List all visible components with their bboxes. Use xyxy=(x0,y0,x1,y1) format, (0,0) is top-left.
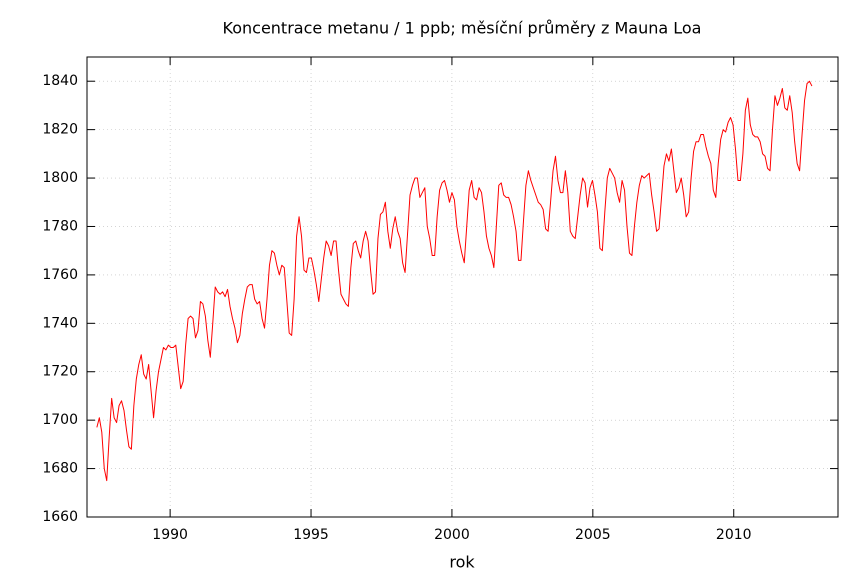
y-tick-label: 1680 xyxy=(42,461,78,477)
y-tick-label: 1840 xyxy=(42,73,78,89)
chart-title: Koncentrace metanu / 1 ppb; měsíční prům… xyxy=(223,19,702,38)
y-tick-label: 1660 xyxy=(42,509,78,525)
x-tick-label: 2010 xyxy=(716,527,752,543)
y-tick-label: 1700 xyxy=(42,412,78,428)
x-tick-label: 1995 xyxy=(293,527,329,543)
y-tick-label: 1760 xyxy=(42,267,78,283)
y-tick-label: 1800 xyxy=(42,170,78,186)
data-line xyxy=(96,80,813,482)
x-tick-label: 2000 xyxy=(434,527,470,543)
y-tick-label: 1740 xyxy=(42,315,78,331)
y-tick-label: 1780 xyxy=(42,218,78,234)
x-axis-label: rok xyxy=(449,553,475,572)
y-tick-label: 1820 xyxy=(42,122,78,138)
x-tick-label: 1990 xyxy=(152,527,188,543)
x-tick-label: 2005 xyxy=(575,527,611,543)
plot-frame xyxy=(86,56,839,518)
y-tick-label: 1720 xyxy=(42,364,78,380)
